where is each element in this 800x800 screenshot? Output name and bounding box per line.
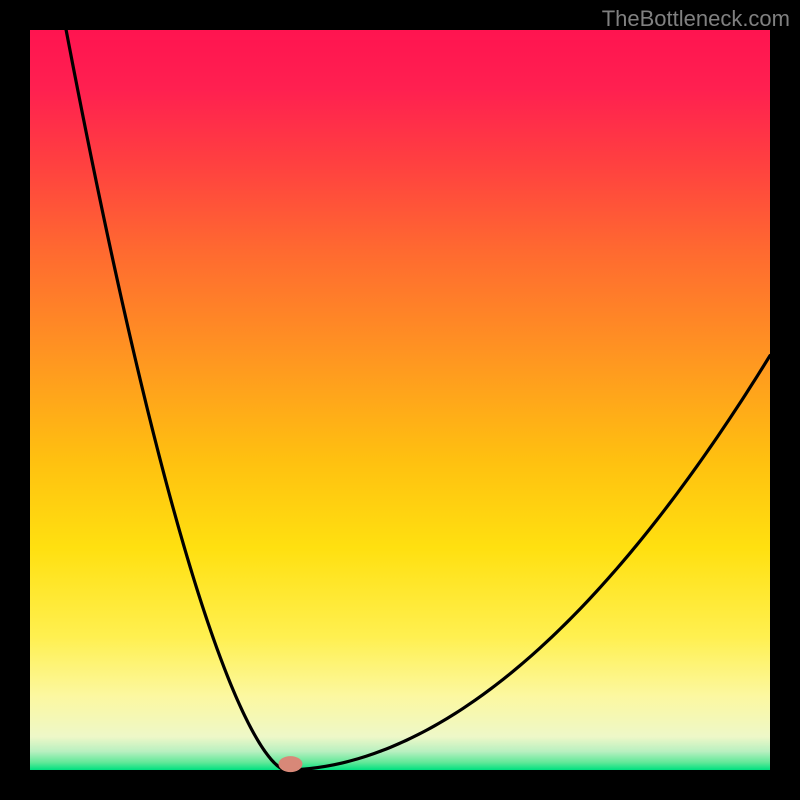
optimum-marker: [278, 756, 302, 772]
stage: TheBottleneck.com: [0, 0, 800, 800]
plot-svg: [30, 30, 770, 770]
gradient-background: [30, 30, 770, 770]
watermark-text: TheBottleneck.com: [602, 6, 790, 32]
